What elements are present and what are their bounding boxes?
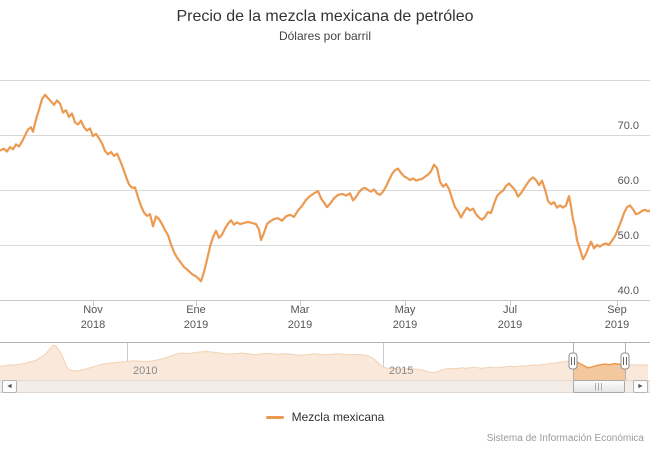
scrollbar-grip-icon: |||	[594, 381, 604, 391]
legend: Mezcla mexicana	[0, 410, 650, 424]
navigator-left-handle[interactable]	[568, 352, 578, 370]
y-axis-label-70: 70.0	[617, 120, 639, 132]
legend-label: Mezcla mexicana	[291, 410, 385, 424]
chart-subtitle: Dólares por barril	[278, 29, 372, 43]
scrollbar-track[interactable]	[0, 380, 650, 393]
x-axis-label-jul-2019: Jul 2019	[497, 304, 523, 331]
y-axis-label-50: 50.0	[617, 230, 639, 242]
x-axis-label-mar-2019: Mar 2019	[287, 304, 313, 331]
x-axis-label-may-2019: May 2019	[392, 304, 418, 331]
scrollbar-thumb[interactable]: |||	[573, 380, 625, 393]
navigator-selected-area[interactable]	[0, 345, 648, 380]
credits-link[interactable]: Sistema de Información Económica	[486, 433, 644, 444]
y-axis-label-40: 40.0	[617, 285, 639, 297]
navigator-label-2015: 2015	[389, 365, 414, 377]
x-axis-label-ene-2019: Ene 2019	[183, 304, 209, 331]
scrollbar-right-arrow-icon: ►	[637, 383, 644, 390]
scrollbar-left-arrow-icon: ◄	[6, 383, 13, 390]
x-axis-label-sep-2019: Sep 2019	[604, 304, 630, 331]
navigator-area[interactable]	[0, 345, 648, 380]
scrollbar-left-button[interactable]: ◄	[2, 380, 17, 393]
series-line-mezcla-mexicana	[0, 93, 650, 283]
navigator-label-2010: 2010	[133, 365, 158, 377]
x-axis-label-nov-2018: Nov 2018	[80, 304, 106, 331]
scrollbar-right-button[interactable]: ►	[633, 380, 648, 393]
legend-line-icon	[265, 415, 284, 419]
y-axis-label-60: 60.0	[617, 175, 639, 187]
navigator-right-handle[interactable]	[620, 352, 630, 370]
chart-title: Precio de la mezcla mexicana de petróleo	[176, 8, 474, 25]
legend-item-mezcla-mexicana[interactable]: Mezcla mexicana	[265, 410, 385, 424]
